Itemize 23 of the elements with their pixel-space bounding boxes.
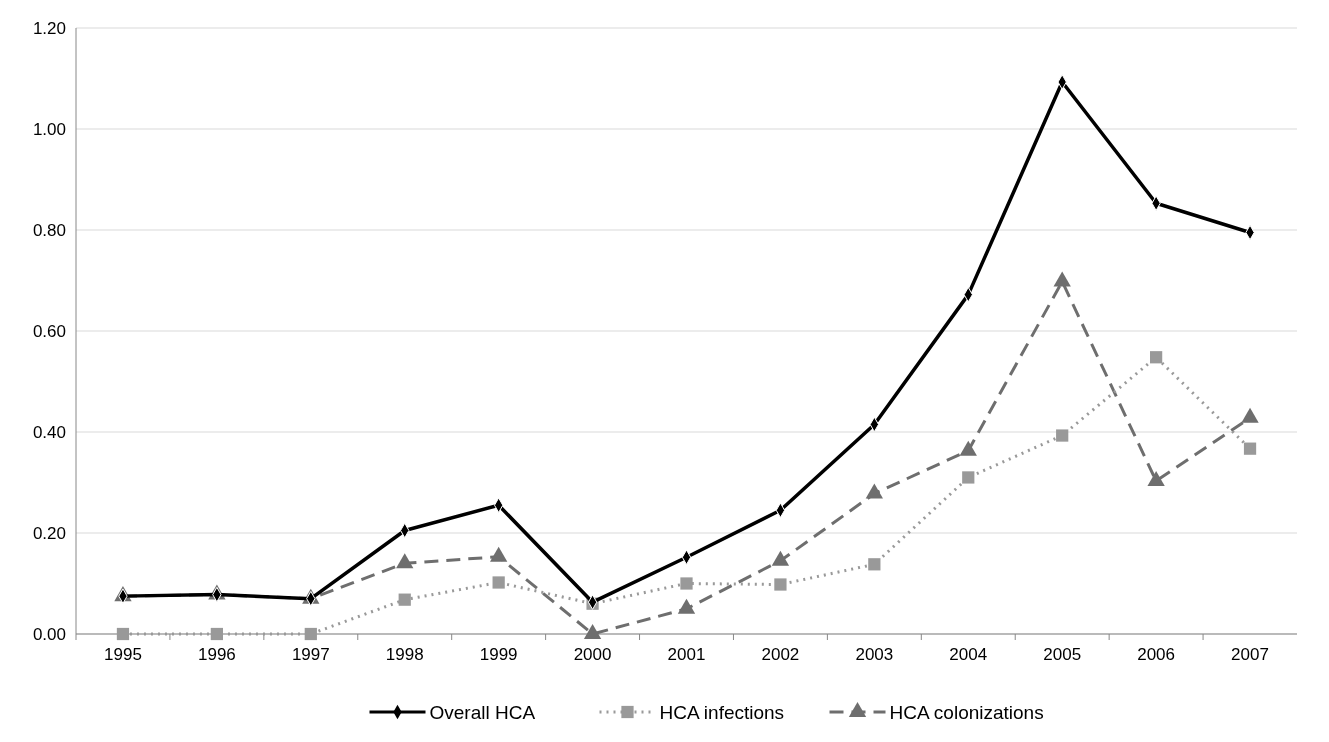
x-tick-label: 2003 bbox=[855, 645, 894, 664]
x-tick-label: 2004 bbox=[949, 645, 988, 664]
x-tick-label: 1996 bbox=[197, 645, 236, 664]
y-tick-label: 0.80 bbox=[32, 220, 66, 240]
x-tick-label: 2006 bbox=[1137, 645, 1176, 664]
legend-label: HCA infections bbox=[659, 701, 785, 723]
y-tick-label: 1.00 bbox=[32, 119, 66, 139]
x-tick-label: 2001 bbox=[667, 645, 706, 664]
y-tick-label: 0.20 bbox=[32, 523, 66, 543]
x-tick-label: 1997 bbox=[291, 645, 330, 664]
x-tick-label: 1995 bbox=[104, 645, 142, 664]
x-tick-label: 2000 bbox=[573, 645, 612, 664]
y-tick-label: 0.40 bbox=[32, 422, 66, 442]
x-tick-label: 2002 bbox=[761, 645, 800, 664]
x-tick-label: 2005 bbox=[1043, 645, 1082, 664]
legend-label: HCA colonizations bbox=[889, 701, 1044, 723]
x-tick-label: 1998 bbox=[385, 645, 424, 664]
legend-label: Overall HCA bbox=[429, 701, 536, 723]
y-tick-label: 0.60 bbox=[32, 321, 66, 341]
y-tick-label: 0.00 bbox=[32, 624, 66, 644]
x-tick-label: 2007 bbox=[1231, 645, 1269, 664]
y-tick-label: 1.20 bbox=[32, 18, 66, 38]
x-tick-label: 1999 bbox=[479, 645, 518, 664]
